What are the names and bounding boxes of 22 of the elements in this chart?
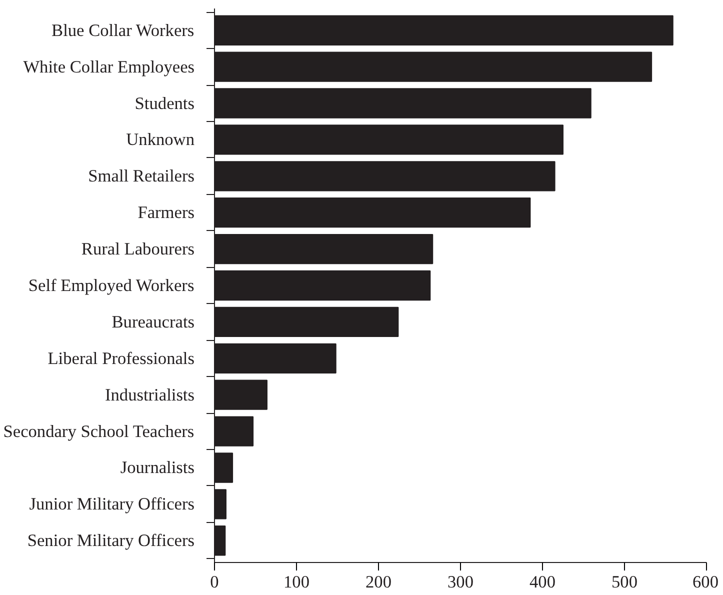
y-tick-label: Industrialists (104, 385, 195, 404)
y-tick-label: Self Employed Workers (28, 276, 194, 295)
y-tick-label: Liberal Professionals (48, 348, 195, 368)
y-tick-label: Unknown (126, 130, 195, 150)
y-tick-label: Secondary School Teachers (3, 422, 194, 441)
y-tick-label: Bureaucrats (112, 312, 195, 332)
y-tick-label: Students (134, 94, 195, 113)
y-tick-label: Junior Military Officers (29, 494, 195, 514)
x-tick-label: 300 (448, 572, 474, 592)
x-tick-label: 0 (210, 572, 219, 592)
x-tick-label: 400 (530, 572, 556, 592)
y-tick-label: Blue Collar Workers (52, 20, 194, 40)
y-tick-label: Rural Labourers (81, 240, 195, 259)
x-tick-label: 200 (366, 572, 392, 592)
y-tick-label: White Collar Employees (23, 57, 195, 76)
y-tick-label: Small Retailers (88, 166, 195, 186)
y-tick-label: Farmers (138, 203, 195, 222)
x-tick-label: 500 (612, 572, 638, 592)
x-tick-label: 100 (284, 572, 310, 592)
y-tick-label: Senior Military Officers (27, 531, 195, 550)
y-tick-label: Journalists (120, 458, 195, 478)
x-tick-label: 600 (692, 572, 719, 592)
